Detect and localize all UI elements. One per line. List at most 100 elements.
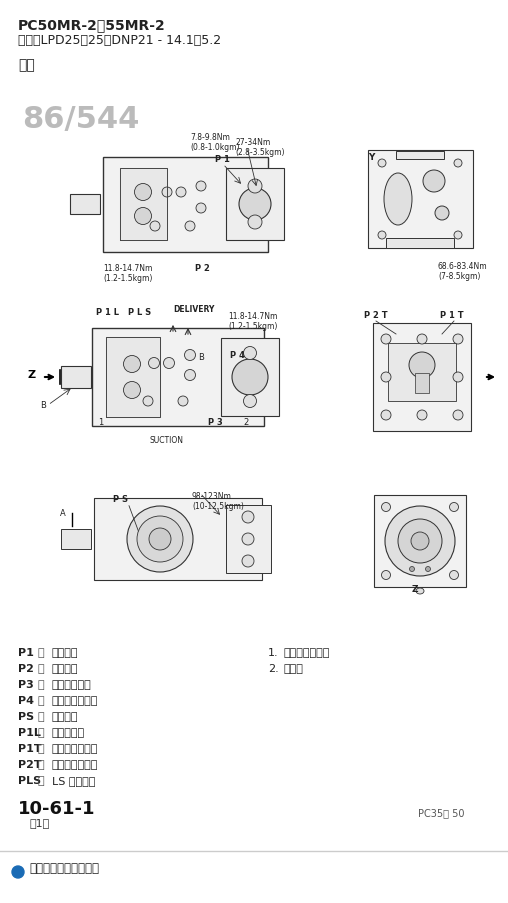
Text: 泵输油口: 泵输油口: [52, 647, 79, 657]
Text: 11.8-14.7Nm
(1.2-1.5kgm): 11.8-14.7Nm (1.2-1.5kgm): [103, 264, 152, 283]
Ellipse shape: [135, 209, 151, 225]
Ellipse shape: [149, 528, 171, 551]
Text: 10-61-1: 10-61-1: [18, 799, 96, 817]
Ellipse shape: [196, 182, 206, 191]
Ellipse shape: [127, 507, 193, 573]
Text: P2: P2: [18, 664, 34, 674]
Text: P4: P4: [18, 695, 34, 705]
Text: P1T: P1T: [18, 743, 42, 753]
Text: P 3: P 3: [208, 417, 223, 426]
Text: （1）: （1）: [30, 817, 50, 827]
Text: ：: ：: [38, 647, 45, 657]
Text: Z: Z: [28, 369, 36, 379]
Ellipse shape: [450, 571, 459, 580]
Text: ：: ：: [38, 759, 45, 769]
Text: P L S: P L S: [128, 308, 151, 317]
Text: 11.8-14.7Nm
(1.2-1.5kgm): 11.8-14.7Nm (1.2-1.5kgm): [228, 312, 277, 331]
FancyBboxPatch shape: [226, 169, 284, 241]
Text: ：: ：: [38, 775, 45, 785]
Text: ：: ：: [38, 664, 45, 674]
FancyBboxPatch shape: [396, 152, 444, 160]
Ellipse shape: [123, 382, 141, 399]
FancyBboxPatch shape: [367, 151, 472, 248]
Ellipse shape: [164, 358, 175, 369]
Text: ：: ：: [38, 712, 45, 721]
FancyBboxPatch shape: [61, 367, 91, 388]
Text: P S: P S: [113, 495, 128, 504]
Text: ：: ：: [38, 743, 45, 753]
FancyBboxPatch shape: [221, 339, 279, 416]
FancyBboxPatch shape: [70, 195, 100, 215]
Text: PC35、 50: PC35、 50: [418, 807, 464, 817]
Ellipse shape: [178, 396, 188, 406]
Ellipse shape: [196, 204, 206, 214]
FancyBboxPatch shape: [388, 344, 456, 402]
Ellipse shape: [385, 507, 455, 576]
Text: 型式：LPD25＋25＋DNP21 - 14.1＋5.2: 型式：LPD25＋25＋DNP21 - 14.1＋5.2: [18, 34, 221, 47]
Ellipse shape: [232, 359, 268, 396]
Text: P1: P1: [18, 647, 34, 657]
Text: P 4: P 4: [230, 350, 245, 359]
Text: 98-123Nm
(10-12.5kgm): 98-123Nm (10-12.5kgm): [192, 491, 244, 511]
FancyBboxPatch shape: [94, 498, 262, 581]
Ellipse shape: [137, 517, 183, 563]
Text: 主況: 主況: [18, 58, 35, 72]
Ellipse shape: [454, 232, 462, 239]
FancyBboxPatch shape: [373, 323, 471, 432]
Polygon shape: [106, 338, 160, 417]
Ellipse shape: [378, 232, 386, 239]
Ellipse shape: [150, 222, 160, 232]
Ellipse shape: [185, 222, 195, 232]
Ellipse shape: [453, 373, 463, 383]
Text: ：: ：: [38, 695, 45, 705]
Text: 1.: 1.: [268, 647, 278, 657]
Text: 7.8-9.8Nm
(0.8-1.0kgm): 7.8-9.8Nm (0.8-1.0kgm): [190, 133, 239, 153]
Ellipse shape: [248, 180, 262, 194]
Text: 1: 1: [98, 417, 103, 426]
Text: P2T: P2T: [18, 759, 42, 769]
Text: PLS: PLS: [18, 775, 41, 785]
Ellipse shape: [242, 511, 254, 524]
Ellipse shape: [148, 358, 160, 369]
Ellipse shape: [417, 335, 427, 345]
Ellipse shape: [382, 571, 391, 580]
Ellipse shape: [243, 396, 257, 408]
Text: P 1 L: P 1 L: [96, 308, 119, 317]
Ellipse shape: [378, 160, 386, 168]
Ellipse shape: [143, 396, 153, 406]
Circle shape: [12, 866, 24, 878]
Ellipse shape: [417, 411, 427, 421]
Ellipse shape: [184, 350, 196, 361]
Text: 2.: 2.: [268, 664, 279, 674]
Text: 齿轮況: 齿轮況: [284, 664, 304, 674]
Text: B: B: [40, 401, 46, 410]
Text: P 1: P 1: [215, 154, 230, 163]
Text: Z: Z: [412, 584, 419, 593]
Text: 2: 2: [243, 417, 248, 426]
Text: LS 压力输入: LS 压力输入: [52, 775, 96, 785]
Text: 泵吸油口: 泵吸油口: [52, 712, 79, 721]
Ellipse shape: [123, 356, 141, 373]
Text: P1L: P1L: [18, 727, 41, 737]
Ellipse shape: [242, 555, 254, 567]
Text: 泵压力输入: 泵压力输入: [52, 727, 85, 737]
Ellipse shape: [453, 411, 463, 421]
Text: SUCTION: SUCTION: [150, 435, 184, 444]
FancyBboxPatch shape: [415, 374, 429, 394]
Text: PS: PS: [18, 712, 34, 721]
Ellipse shape: [435, 207, 449, 220]
FancyBboxPatch shape: [374, 496, 466, 587]
Ellipse shape: [416, 589, 424, 594]
Ellipse shape: [426, 567, 430, 572]
Ellipse shape: [184, 370, 196, 381]
FancyBboxPatch shape: [103, 157, 268, 252]
FancyBboxPatch shape: [92, 329, 264, 426]
Ellipse shape: [454, 160, 462, 168]
Text: 27-34Nm
(2.8-3.5kgm): 27-34Nm (2.8-3.5kgm): [235, 138, 284, 157]
Ellipse shape: [176, 188, 186, 198]
Text: A: A: [60, 508, 66, 517]
Text: 86/544: 86/544: [22, 105, 139, 134]
Text: 先导泵压力输出: 先导泵压力输出: [52, 695, 99, 705]
Ellipse shape: [381, 335, 391, 345]
Text: 68.6-83.4Nm
(7-8.5kgm): 68.6-83.4Nm (7-8.5kgm): [438, 262, 488, 281]
